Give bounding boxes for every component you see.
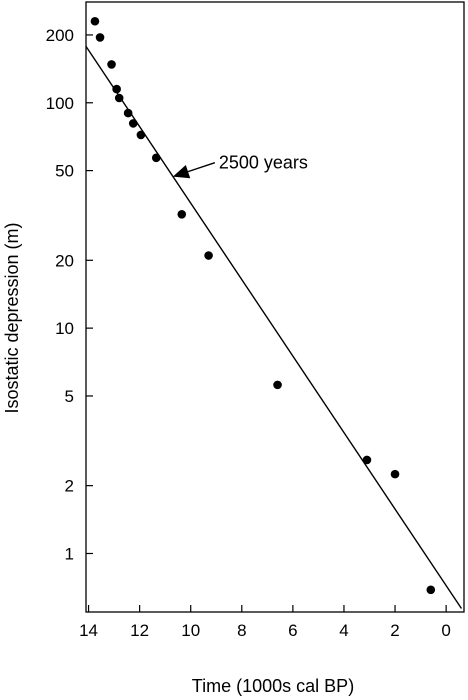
data-point xyxy=(362,455,372,465)
data-point xyxy=(136,130,146,140)
y-tick-label: 50 xyxy=(55,162,74,181)
y-tick-label: 2 xyxy=(65,477,74,496)
annotation-arrow-head xyxy=(172,164,191,179)
x-tick-label: 8 xyxy=(237,621,246,640)
x-tick-label: 14 xyxy=(79,621,98,640)
y-tick-label: 20 xyxy=(55,251,74,270)
x-tick-label: 12 xyxy=(130,621,149,640)
data-point xyxy=(390,469,400,479)
data-points xyxy=(90,16,436,595)
x-tick-label: 0 xyxy=(441,621,450,640)
y-tick-label: 200 xyxy=(46,26,74,45)
y-tick-label: 100 xyxy=(46,94,74,113)
data-point xyxy=(128,119,138,128)
data-point xyxy=(177,209,187,219)
data-point xyxy=(90,16,100,26)
y-tick-label: 5 xyxy=(65,387,74,406)
fit-line xyxy=(85,45,463,609)
x-axis-title: Time (1000s cal BP) xyxy=(192,676,354,696)
data-point xyxy=(112,84,121,94)
y-axis-title: Isostatic depression (m) xyxy=(2,222,22,413)
annotation: 2500 years xyxy=(172,153,308,179)
data-point xyxy=(426,585,436,595)
data-point xyxy=(123,108,133,118)
x-tick-label: 4 xyxy=(339,621,348,640)
x-axis: 14 12 10 8 6 4 2 0 xyxy=(79,605,451,640)
annotation-label: 2500 years xyxy=(219,153,308,173)
data-point xyxy=(107,60,116,69)
x-tick-label: 6 xyxy=(288,621,297,640)
y-axis: 1 2 5 10 20 50 100 200 xyxy=(46,26,93,563)
y-tick-label: 10 xyxy=(55,319,74,338)
plot-frame xyxy=(85,1,465,613)
x-tick-label: 2 xyxy=(390,621,399,640)
x-tick-label: 10 xyxy=(181,621,200,640)
y-tick-label: 1 xyxy=(65,544,74,563)
data-point xyxy=(114,93,124,103)
data-point xyxy=(204,251,213,260)
data-point xyxy=(273,380,282,390)
annotation-arrow-line xyxy=(187,162,216,173)
data-point xyxy=(95,33,105,42)
data-point xyxy=(151,153,161,163)
